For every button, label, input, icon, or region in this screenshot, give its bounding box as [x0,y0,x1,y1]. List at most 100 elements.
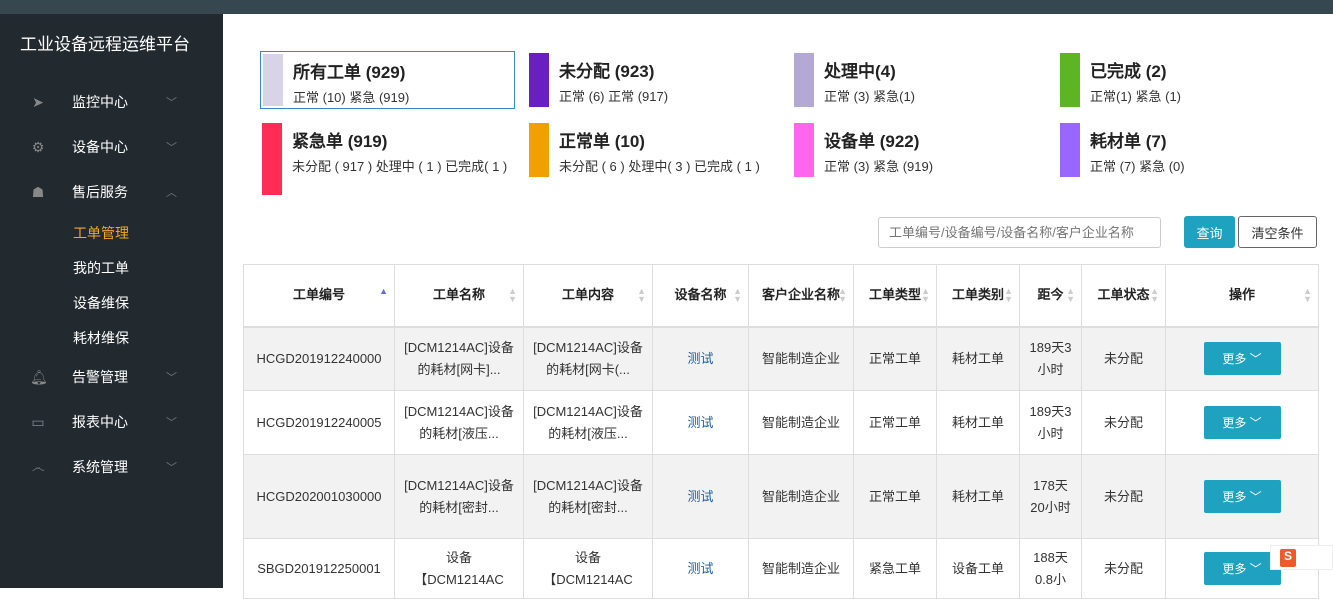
table-cell: 188天0.8小 [1019,538,1082,599]
column-header[interactable]: 工单类型 ▲ ▼ [853,264,937,328]
chevron-down-icon: ﹀ [166,97,177,109]
table-cell: 测试 [652,326,749,391]
table-cell: [DCM1214AC]设备的耗材[液压... [394,390,524,455]
card-color-bar [1060,123,1080,177]
sidebar-item-system[interactable]: ෴ 系统管理 ﹀ [31,458,177,476]
table-cell: 更多 ﹀ [1165,454,1319,539]
search-input[interactable] [878,217,1161,248]
table-cell: 正常工单 [853,390,937,455]
workorder-table: 工单编号 ▲ 工单名称 ▲ ▼ 工单内容 ▲ ▼ 设备名称 ▲ ▼ 客户企业名称 ▲ ▼ 工单类型 ▲ ▼ 工单类… [243,264,1319,599]
card-subtitle: 正常 (6) 正常 (917) [559,89,669,104]
summary-card[interactable]: 已完成 (2) 正常(1) 紧急 (1) [1058,51,1313,109]
column-header[interactable]: 工单状态 ▲ ▼ [1081,264,1166,328]
table-cell: HCGD201912240005 [243,390,395,455]
sort-icon[interactable]: ▲ ▼ [1004,286,1013,304]
card-color-bar [263,54,283,106]
table-cell: 未分配 [1081,454,1166,539]
table-cell: 设备工单 [936,538,1020,599]
card-color-bar [794,123,814,177]
column-header[interactable]: 工单名称 ▲ ▼ [394,264,524,328]
sidebar-subitem-workorders[interactable]: 工单管理 [73,225,129,241]
top-header [0,0,1333,14]
sidebar-item-monitor[interactable]: ➤ 监控中心 ﹀ [0,87,223,117]
card-color-bar [529,123,549,177]
table-cell: [DCM1214AC]设备的耗材[密封... [394,454,524,539]
table-cell: [DCM1214AC]设备的耗材[液压... [523,390,653,455]
service-icon: ☗ [31,183,45,200]
table-cell: 智能制造企业 [748,326,854,391]
table-cell: SBGD201912250001 [243,538,395,599]
sidebar-subitem-consumable-maintenance[interactable]: 耗材维保 [73,330,129,346]
sidebar-item-alarm[interactable]: 🔔︎ 告警管理 ﹀ [30,368,177,386]
table-row[interactable]: HCGD201912240000 [DCM1214AC]设备的耗材[网卡]...[… [243,326,1319,391]
card-subtitle: 正常 (10) 紧急 (919) [293,90,410,105]
sort-icon[interactable]: ▲ ▼ [508,286,517,304]
ime-toolbar[interactable]: S [1270,545,1333,570]
sort-icon[interactable]: ▲ ▼ [1150,286,1159,304]
card-subtitle: 未分配 ( 6 ) 处理中( 3 ) 已完成 ( 1 ) [559,159,760,174]
sidebar: 工业设备远程运维平台 ➤ 监控中心 ﹀ ⚙ 设备中心 ﹀ ☗ 售后服务 ︿ 工单管理 我的工… [0,14,223,588]
column-header[interactable]: 工单内容 ▲ ▼ [523,264,653,328]
summary-card[interactable]: 正常单 (10) 未分配 ( 6 ) 处理中( 3 ) 已完成 ( 1 ) [527,121,782,179]
more-button[interactable]: 更多 ﹀ [1203,480,1281,513]
sort-icon[interactable]: ▲ ▼ [838,286,847,304]
chevron-down-icon: ﹀ [166,462,177,474]
card-subtitle: 正常 (3) 紧急 (919) [824,159,934,174]
table-row[interactable]: SBGD201912250001 设备【DCM1214AC 设备【DCM1214AC… [243,538,1319,599]
card-title: 设备单 (922) [824,132,920,151]
column-header[interactable]: 距今 ▲ ▼ [1019,264,1082,328]
table-row[interactable]: HCGD201912240005 [DCM1214AC]设备的耗材[液压... [D… [243,390,1319,455]
table-cell: 智能制造企业 [748,538,854,599]
table-cell: 未分配 [1081,390,1166,455]
chevron-up-icon: ︿ [166,187,177,199]
table-row[interactable]: HCGD202001030000 [DCM1214AC]设备的耗材[密封... [D… [243,454,1319,539]
column-header[interactable]: 操作 ▲ ▼ [1165,264,1319,328]
column-header[interactable]: 客户企业名称 ▲ ▼ [748,264,854,328]
table-cell: 178天20小时 [1019,454,1082,539]
sidebar-item-device[interactable]: ⚙ 设备中心 ﹀ [31,138,177,156]
table-cell: 更多 ﹀ [1165,390,1319,455]
sidebar-item-report[interactable]: ▭ 报表中心 ﹀ [31,413,177,431]
table-cell: 耗材工单 [936,454,1020,539]
table-cell: 189天3小时 [1019,390,1082,455]
card-color-bar [1060,53,1080,107]
sort-icon[interactable]: ▲ ▼ [1303,286,1312,304]
more-button[interactable]: 更多 ﹀ [1203,406,1281,439]
clear-button[interactable]: 清空条件 [1238,216,1317,248]
summary-card[interactable]: 处理中(4) 正常 (3) 紧急(1) [792,51,1047,109]
card-title: 已完成 (2) [1090,62,1167,81]
column-header[interactable]: 工单类别 ▲ ▼ [936,264,1020,328]
table-cell: 智能制造企业 [748,390,854,455]
table-cell: 更多 ﹀ [1165,326,1319,391]
table-cell: 189天3小时 [1019,326,1082,391]
sort-icon[interactable]: ▲ ▼ [637,286,646,304]
summary-card[interactable]: 所有工单 (929) 正常 (10) 紧急 (919) [260,51,515,109]
sidebar-item-service[interactable]: ☗ 售后服务 ︿ [31,183,177,201]
column-header[interactable]: 设备名称 ▲ ▼ [652,264,749,328]
summary-card[interactable]: 设备单 (922) 正常 (3) 紧急 (919) [792,121,1047,179]
sort-icon[interactable]: ▲ ▼ [733,286,742,304]
sidebar-subitem-device-maintenance[interactable]: 设备维保 [73,295,129,311]
table-cell: 正常工单 [853,454,937,539]
query-button[interactable]: 查询 [1184,216,1235,248]
sort-icon[interactable]: ▲ ▼ [1066,286,1075,304]
table-cell: 设备【DCM1214AC [394,538,524,599]
summary-card[interactable]: 未分配 (923) 正常 (6) 正常 (917) [527,51,782,109]
summary-card[interactable]: 紧急单 (919) 未分配 ( 917 ) 处理中 ( 1 ) 已完成( 1 ) [260,121,515,197]
platform-title: 工业设备远程运维平台 [20,35,190,54]
more-button[interactable]: 更多 ﹀ [1203,552,1281,585]
card-subtitle: 正常 (3) 紧急(1) [824,89,916,104]
table-cell: HCGD202001030000 [243,454,395,539]
sort-icon[interactable]: ▲ ▼ [921,286,930,304]
sidebar-subitem-my-workorders[interactable]: 我的工单 [73,260,129,276]
monitor-icon: ▭ [31,413,45,430]
table-cell: 未分配 [1081,326,1166,391]
table-cell: [DCM1214AC]设备的耗材[密封... [523,454,653,539]
column-header[interactable]: 工单编号 ▲ [243,264,395,328]
sort-icon[interactable]: ▲ [379,286,388,296]
chevron-down-icon: ﹀ [166,372,177,384]
card-subtitle: 正常(1) 紧急 (1) [1090,89,1182,104]
more-button[interactable]: 更多 ﹀ [1203,342,1281,376]
table-cell: [DCM1214AC]设备的耗材[网卡]... [394,326,524,391]
summary-card[interactable]: 耗材单 (7) 正常 (7) 紧急 (0) [1058,121,1313,179]
